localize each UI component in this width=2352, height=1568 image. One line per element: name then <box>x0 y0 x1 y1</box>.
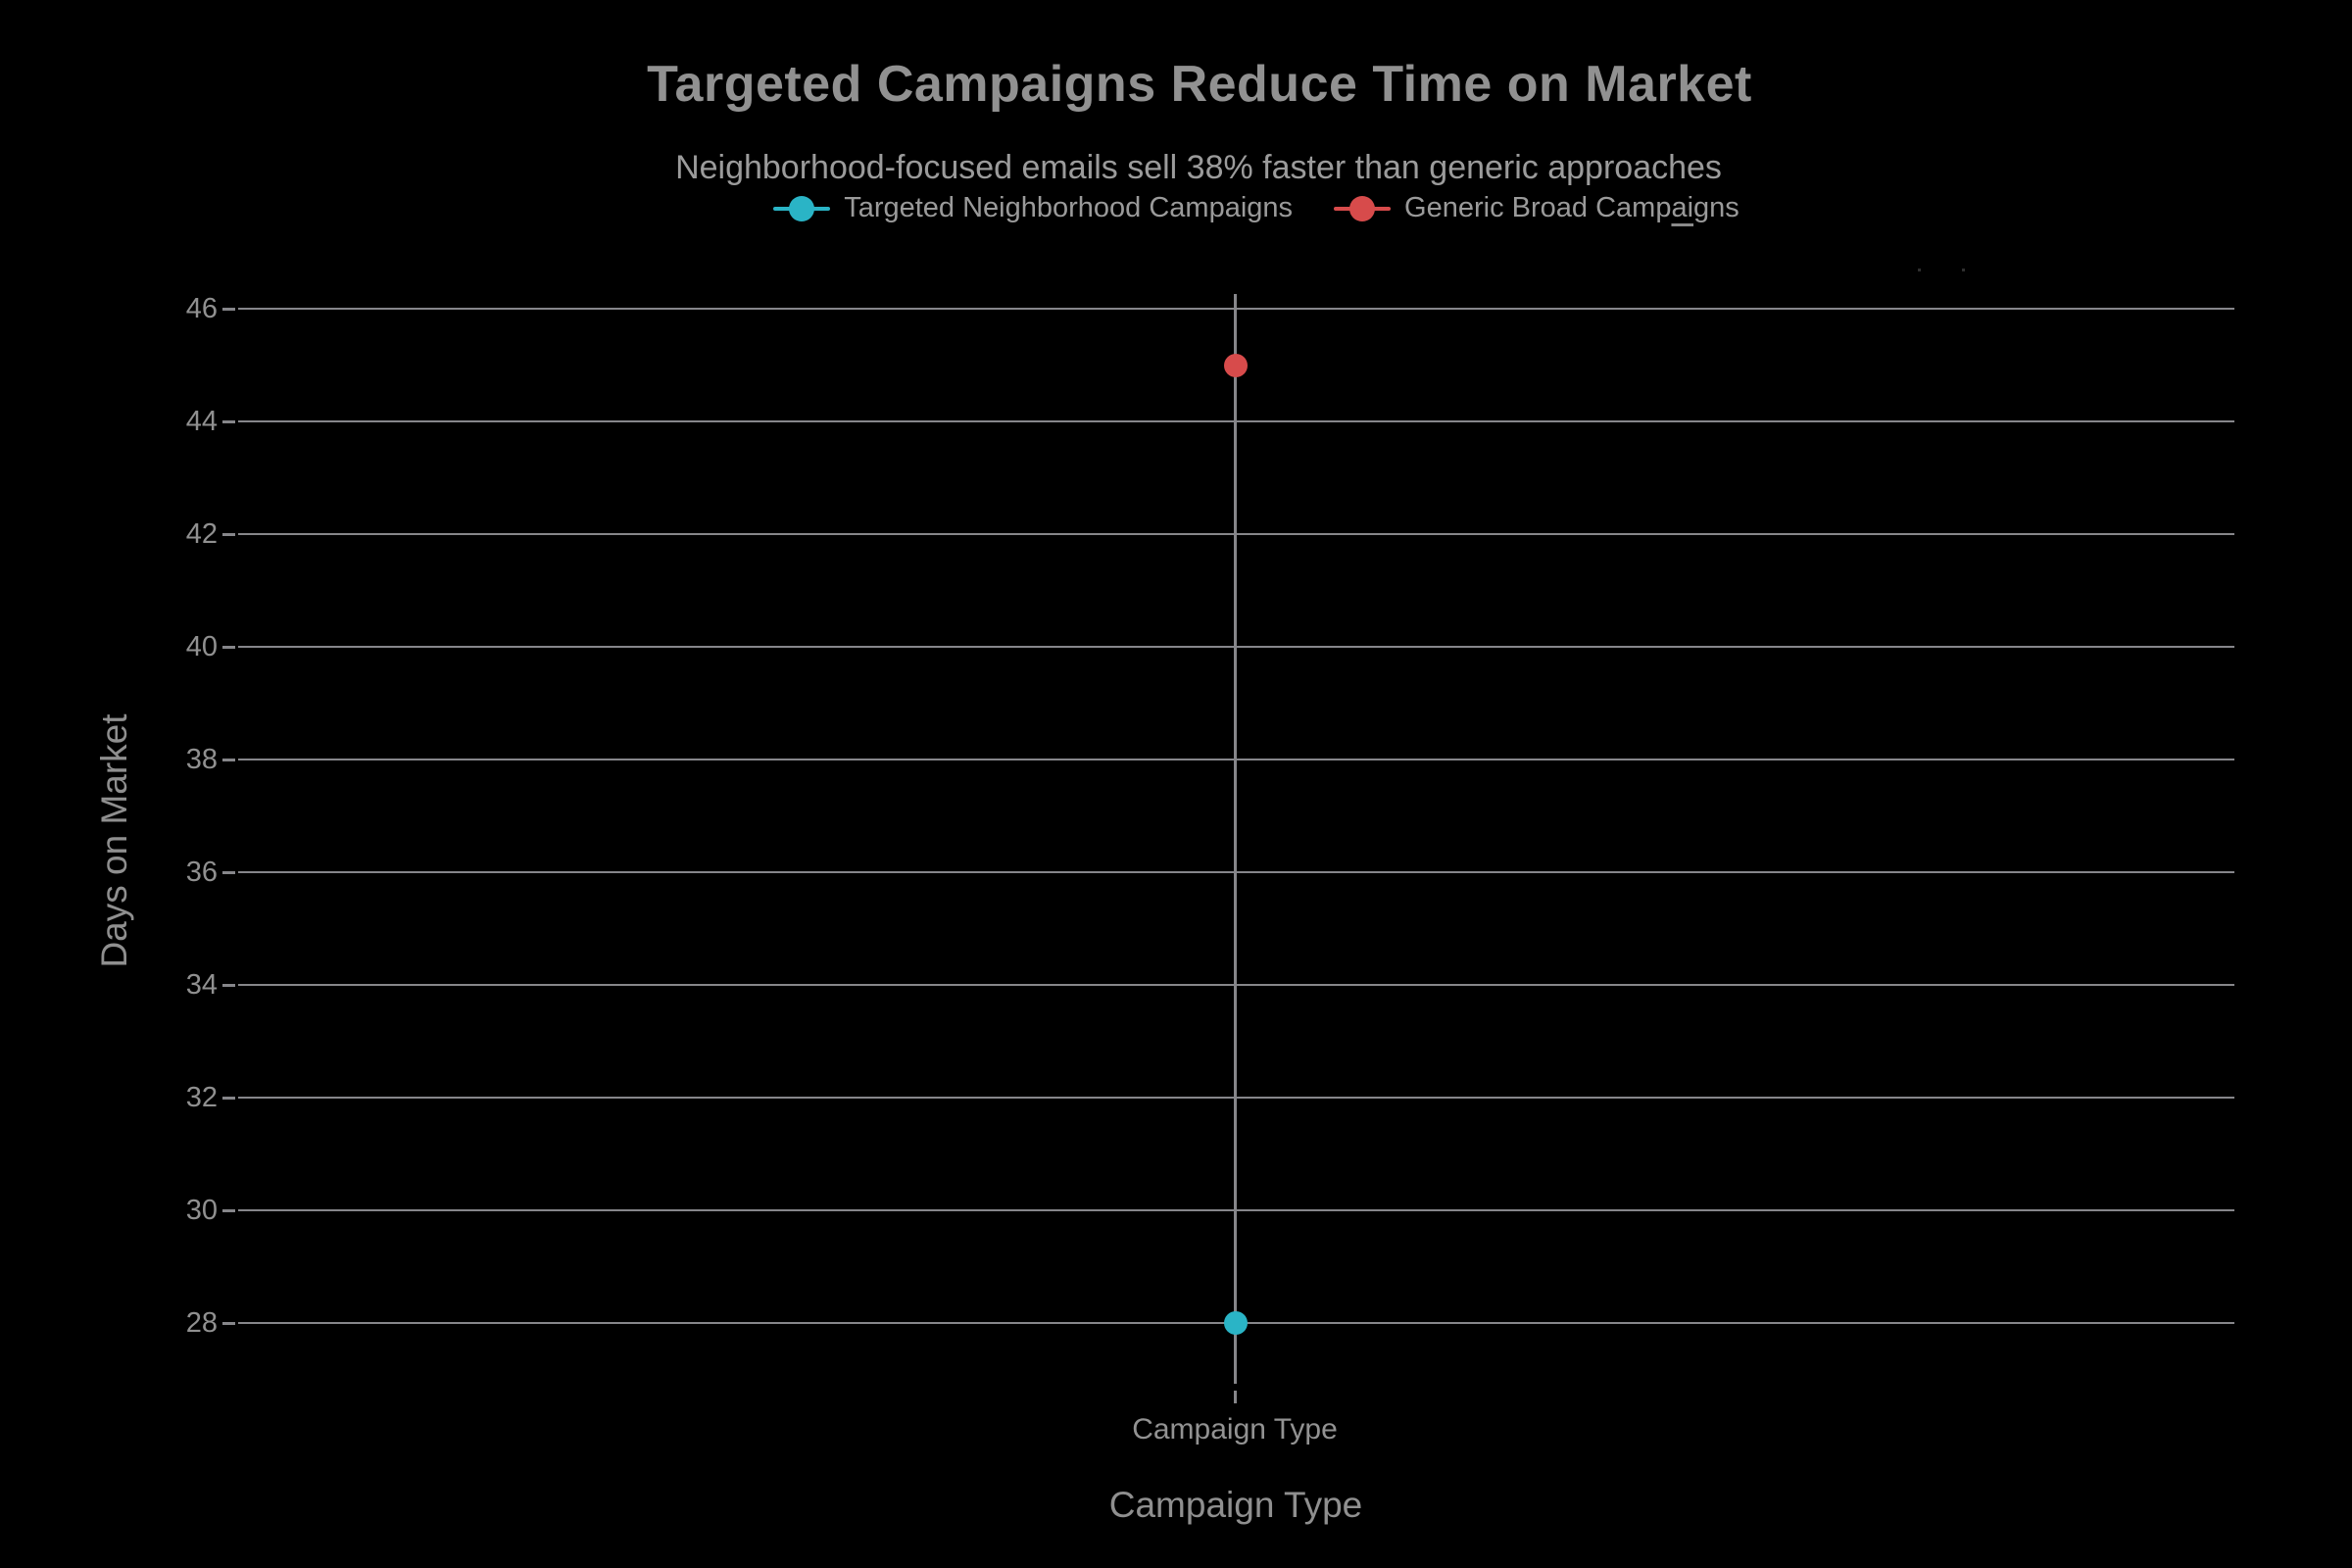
gridline <box>238 308 2234 310</box>
legend-dot <box>789 195 815 221</box>
legend-label-generic: Generic Broad Campaigns <box>1404 192 1740 223</box>
modebar-remnant-dot <box>1918 269 1921 271</box>
chart-subtitle: Neighborhood-focused emails sell 38% fas… <box>675 149 1722 186</box>
x-tick <box>1234 1391 1237 1403</box>
legend-marker-teal-icon <box>773 195 831 221</box>
x-tick-label: Campaign Type <box>1132 1413 1338 1446</box>
y-tick-label: 42 <box>185 518 218 550</box>
gridline <box>238 533 2234 535</box>
legend-item-generic-campaigns[interactable]: Generic Broad Campaigns <box>1334 192 1740 224</box>
y-tick-label: 44 <box>185 406 218 437</box>
data-point-generic-broad-campaigns[interactable] <box>1223 353 1248 377</box>
gridline <box>238 984 2234 986</box>
gridline <box>238 759 2234 760</box>
gridline <box>238 1097 2234 1099</box>
legend-marker-red-icon <box>1334 195 1392 221</box>
x-axis-title: Campaign Type <box>1108 1485 1363 1525</box>
data-point-targeted-neighborhood-campaigns[interactable] <box>1223 1311 1248 1335</box>
legend-label-targeted: Targeted Neighborhood Campaigns <box>844 192 1294 223</box>
y-tick-label: 38 <box>185 744 218 775</box>
y-tick-label: 40 <box>185 631 218 662</box>
y-tick <box>222 983 235 987</box>
y-tick <box>222 1321 235 1325</box>
y-tick-label: 34 <box>185 969 218 1001</box>
modebar-remnant-dot <box>1962 269 1965 271</box>
y-tick-label: 36 <box>185 857 218 888</box>
y-tick-label: 32 <box>185 1082 218 1113</box>
y-tick-label: 28 <box>185 1307 218 1339</box>
legend-item-targeted-campaigns[interactable]: Targeted Neighborhood Campaigns <box>773 192 1293 224</box>
legend-dot <box>1349 195 1376 221</box>
legend: Targeted Neighborhood Campaigns Generic … <box>80 192 2352 224</box>
gridline <box>238 420 2234 422</box>
gridline <box>238 871 2234 873</box>
y-tick <box>222 419 235 423</box>
gridline <box>238 1209 2234 1211</box>
y-tick-label: 30 <box>185 1195 218 1226</box>
y-tick <box>222 870 235 874</box>
category-gridline <box>1234 294 1237 1384</box>
y-tick <box>222 1208 235 1212</box>
y-tick <box>222 307 235 311</box>
y-tick-label: 46 <box>185 293 218 324</box>
y-tick <box>222 758 235 761</box>
y-tick <box>222 1096 235 1100</box>
y-tick <box>222 532 235 536</box>
gridline <box>238 646 2234 648</box>
y-tick <box>222 645 235 649</box>
chart-title: Targeted Campaigns Reduce Time on Market <box>647 56 1752 113</box>
